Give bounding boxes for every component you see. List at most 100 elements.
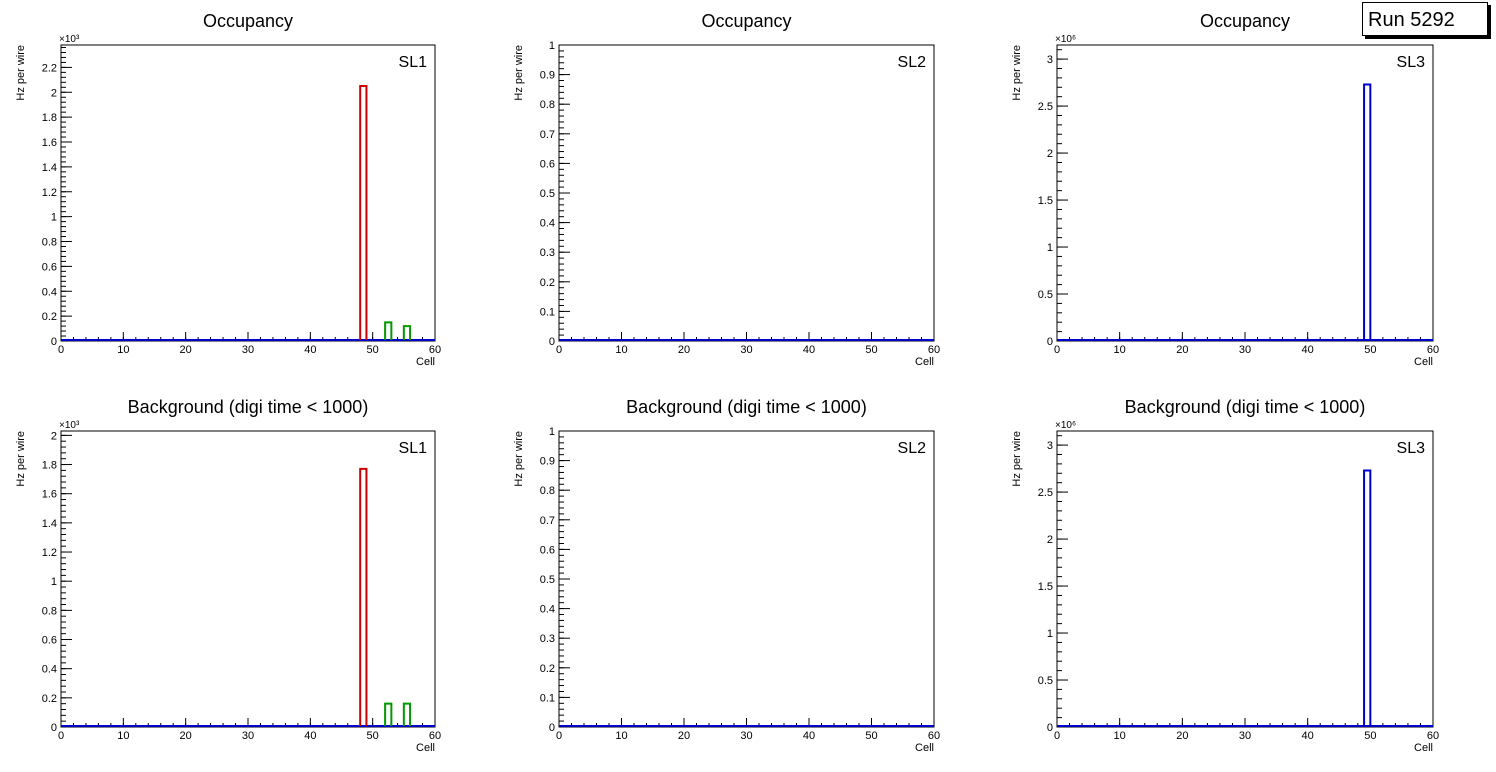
x-tick-label: 40 <box>1302 730 1314 742</box>
x-tick-label: 50 <box>1364 730 1376 742</box>
y-tick-label: 0.6 <box>540 544 555 556</box>
y-tick-label: 0.5 <box>1038 675 1053 687</box>
x-tick-label: 0 <box>1054 344 1060 356</box>
run-label-box: Run 5292 <box>1362 2 1488 36</box>
histogram-bin <box>384 321 393 340</box>
y-axis-label: Hz per wire <box>1011 431 1023 487</box>
y-tick-label: 0 <box>549 722 555 734</box>
histogram-bin <box>1363 83 1372 340</box>
y-exponent-label: ×10⁶ <box>1055 420 1076 431</box>
x-tick-label: 0 <box>58 344 64 356</box>
superlayer-label: SL2 <box>898 440 927 457</box>
x-tick-label: 60 <box>429 344 441 356</box>
histogram-bin <box>359 467 368 726</box>
y-tick-label: 3 <box>1047 440 1053 452</box>
superlayer-label: SL3 <box>1397 54 1426 71</box>
x-tick-label: 60 <box>1427 730 1439 742</box>
y-tick-label: 1.5 <box>1038 195 1053 207</box>
histogram-bin <box>1363 469 1372 726</box>
y-tick-label: 1 <box>549 40 555 52</box>
x-tick-label: 0 <box>556 344 562 356</box>
x-tick-label: 50 <box>865 730 877 742</box>
y-tick-label: 0.8 <box>42 237 57 249</box>
x-tick-label: 0 <box>58 730 64 742</box>
y-tick-label: 1.6 <box>42 489 57 501</box>
chart-panel-5: Background (digi time < 1000) 0 0.1 0.2 0.3 0… <box>513 397 940 754</box>
y-tick-label: 0.5 <box>1038 289 1053 301</box>
chart-title: Background (digi time < 1000) <box>128 397 369 417</box>
y-tick-label: 1.4 <box>42 162 57 174</box>
y-tick-label: 1.4 <box>42 518 57 530</box>
y-tick-label: 0.3 <box>540 633 555 645</box>
x-tick-label: 10 <box>1114 730 1126 742</box>
y-tick-label: 0.2 <box>540 277 555 289</box>
plot-frame <box>60 430 436 728</box>
superlayer-label: SL1 <box>399 54 428 71</box>
x-tick-label: 60 <box>1427 344 1439 356</box>
y-tick-label: 0.4 <box>540 604 555 616</box>
y-tick-label: 2.5 <box>1038 101 1053 113</box>
x-tick-label: 10 <box>117 344 129 356</box>
x-tick-label: 30 <box>242 730 254 742</box>
superlayer-label: SL1 <box>399 440 428 457</box>
y-tick-label: 2.5 <box>1038 487 1053 499</box>
y-tick-label: 1.8 <box>42 460 57 472</box>
y-tick-label: 0 <box>1047 722 1053 734</box>
x-tick-label: 40 <box>803 730 815 742</box>
plot-frame <box>558 44 935 342</box>
x-axis-label: Cell <box>416 742 435 754</box>
y-tick-label: 1.2 <box>42 187 57 199</box>
x-tick-label: 50 <box>865 344 877 356</box>
chart-panel-1: Occupancy 0 0.2 0.4 0.6 0.8 1 1.2 1.4 1.6 1.8 2 2.2 0… <box>15 11 441 368</box>
x-tick-label: 50 <box>367 730 379 742</box>
x-tick-label: 10 <box>615 344 627 356</box>
y-exponent-label: ×10³ <box>59 34 80 45</box>
x-tick-label: 30 <box>242 344 254 356</box>
x-tick-label: 20 <box>1176 344 1188 356</box>
y-exponent-label: ×10³ <box>59 420 80 431</box>
y-tick-label: 1 <box>1047 242 1053 254</box>
y-tick-label: 1 <box>51 576 57 588</box>
x-tick-label: 30 <box>740 730 752 742</box>
y-tick-label: 0.6 <box>540 158 555 170</box>
y-tick-label: 2 <box>1047 148 1053 160</box>
y-axis-label: Hz per wire <box>1011 45 1023 101</box>
y-tick-label: 0.8 <box>540 99 555 111</box>
y-tick-label: 0.7 <box>540 129 555 141</box>
y-axis-label: Hz per wire <box>513 45 525 101</box>
y-tick-label: 3 <box>1047 54 1053 66</box>
x-tick-label: 60 <box>928 344 940 356</box>
y-tick-label: 1 <box>1047 628 1053 640</box>
x-tick-label: 30 <box>1239 730 1251 742</box>
y-tick-label: 1.2 <box>42 547 57 559</box>
y-tick-label: 0.2 <box>540 663 555 675</box>
x-tick-label: 20 <box>1176 730 1188 742</box>
x-tick-label: 10 <box>117 730 129 742</box>
y-tick-label: 0.6 <box>42 261 57 273</box>
x-tick-label: 20 <box>180 344 192 356</box>
y-tick-label: 2.2 <box>42 62 57 74</box>
y-tick-label: 0.4 <box>42 664 57 676</box>
chart-panel-6: Background (digi time < 1000) 0 0.5 1 1.5 2 2.… <box>1011 397 1439 754</box>
x-tick-label: 30 <box>1239 344 1251 356</box>
x-axis-label: Cell <box>915 356 934 368</box>
y-axis-label: Hz per wire <box>513 431 525 487</box>
chart-title: Background (digi time < 1000) <box>1125 397 1366 417</box>
y-tick-label: 0.9 <box>540 456 555 468</box>
x-tick-label: 20 <box>678 730 690 742</box>
histogram-bin <box>359 85 368 340</box>
y-tick-label: 1 <box>549 426 555 438</box>
plot-frame <box>60 44 436 342</box>
x-tick-label: 40 <box>304 730 316 742</box>
y-tick-label: 2 <box>51 430 57 442</box>
y-tick-label: 1.8 <box>42 112 57 124</box>
y-tick-label: 0.3 <box>540 247 555 259</box>
chart-title: Background (digi time < 1000) <box>626 397 867 417</box>
y-tick-label: 0.4 <box>42 286 57 298</box>
plot-frame <box>1056 430 1434 728</box>
histogram-bin <box>402 325 412 340</box>
x-tick-label: 30 <box>740 344 752 356</box>
x-tick-label: 50 <box>1364 344 1376 356</box>
